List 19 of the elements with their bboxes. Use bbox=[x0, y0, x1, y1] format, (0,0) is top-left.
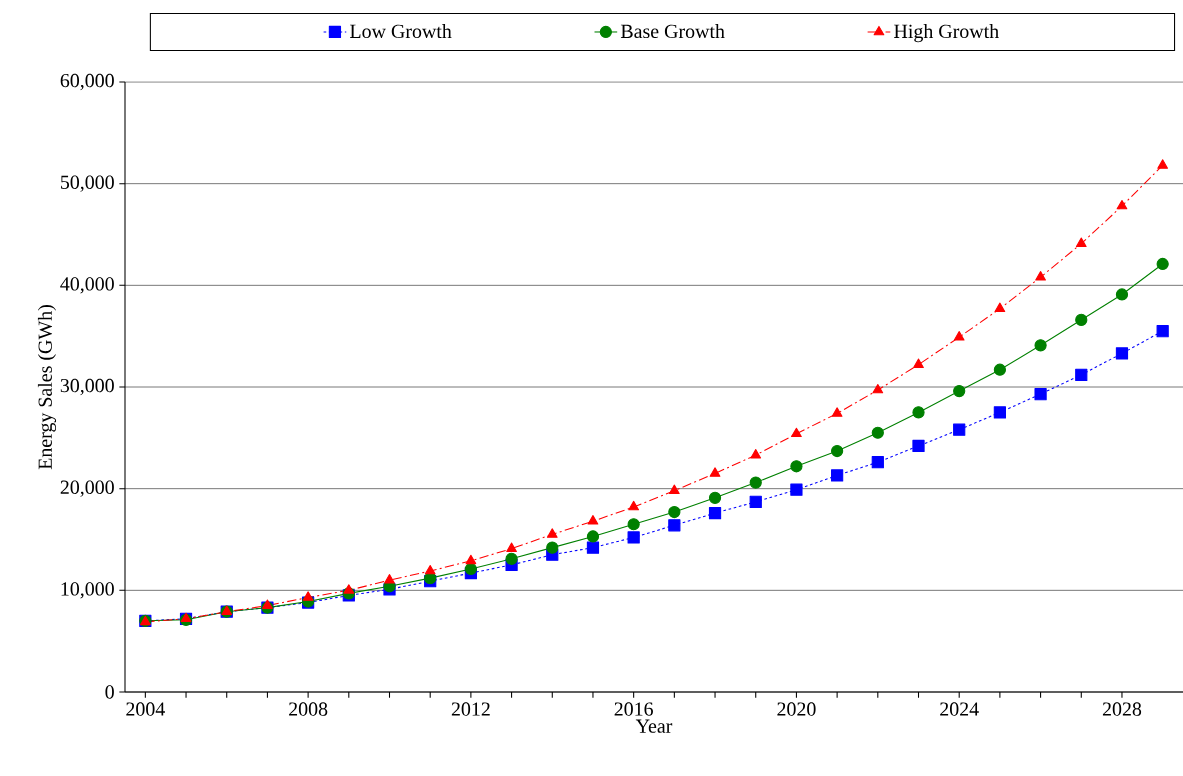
y-tick-label: 10,000 bbox=[61, 582, 114, 599]
y-tick-label: 20,000 bbox=[60, 480, 114, 497]
x-tick-label: 2028 bbox=[1102, 702, 1142, 716]
x-axis-title: Year bbox=[635, 719, 673, 733]
x-tick-label: 2024 bbox=[940, 702, 979, 716]
y-tick-label: 30,000 bbox=[60, 378, 114, 396]
y-tick-label: 40,000 bbox=[60, 277, 114, 294]
y-axis-title: Energy Sales (GWh) bbox=[37, 305, 57, 470]
x-tick-label: 2004 bbox=[126, 702, 165, 716]
legend-label: High Growth bbox=[894, 24, 999, 43]
x-tick-label: 2016 bbox=[614, 702, 653, 716]
x-tick-label: 2008 bbox=[289, 702, 328, 716]
legend-label: Base Growth bbox=[620, 24, 725, 39]
y-tick-label: 60,000 bbox=[60, 73, 114, 91]
y-tick-label: 50,000 bbox=[61, 175, 114, 192]
y-tick-label: 0 bbox=[105, 685, 114, 699]
x-tick-label: 2012 bbox=[451, 702, 490, 716]
x-tick-label: 2020 bbox=[777, 702, 816, 716]
legend-label: Low Growth bbox=[350, 24, 452, 39]
